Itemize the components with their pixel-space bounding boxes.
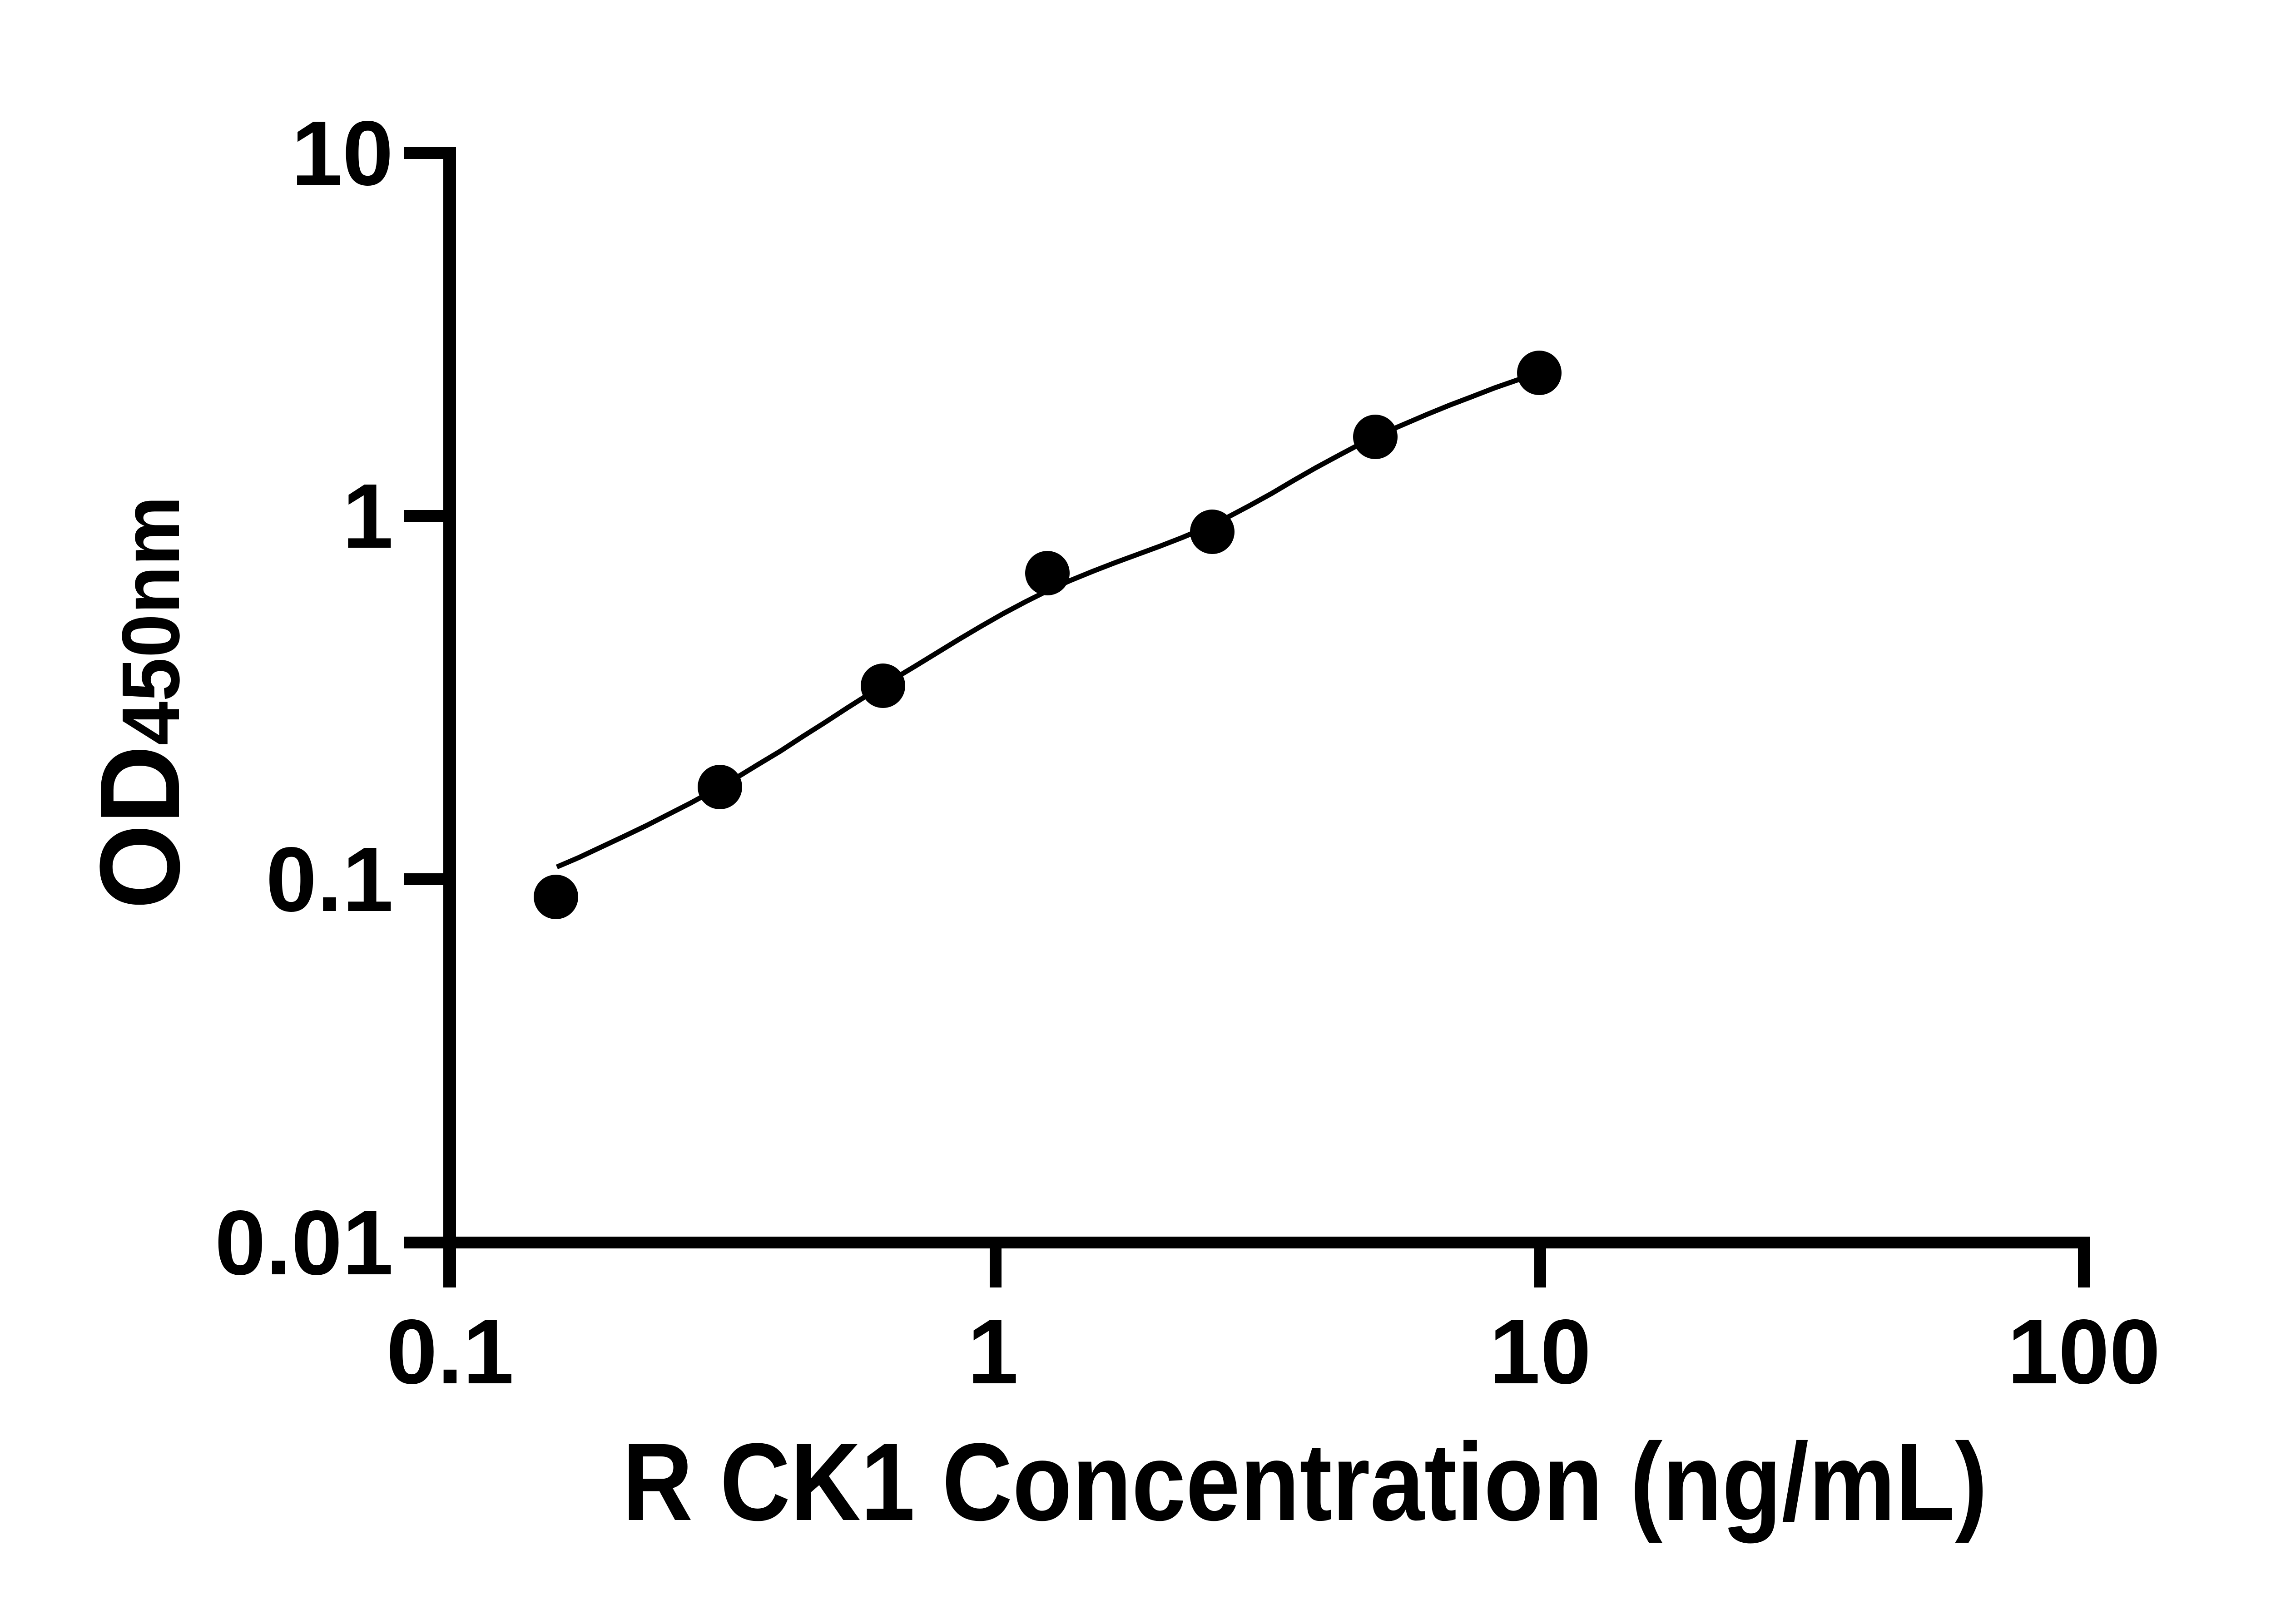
svg-text:10: 10 — [291, 102, 393, 204]
svg-text:10: 10 — [1489, 1300, 1592, 1403]
svg-text:0.1: 0.1 — [387, 1300, 514, 1403]
svg-text:0.1: 0.1 — [266, 828, 393, 931]
svg-text:1: 1 — [342, 465, 393, 567]
svg-text:0.01: 0.01 — [215, 1191, 393, 1294]
svg-text:1: 1 — [967, 1300, 1018, 1403]
svg-text:100: 100 — [2007, 1300, 2160, 1403]
svg-text:R CK1 Concentration (ng/mL): R CK1 Concentration (ng/mL) — [622, 1420, 1987, 1544]
